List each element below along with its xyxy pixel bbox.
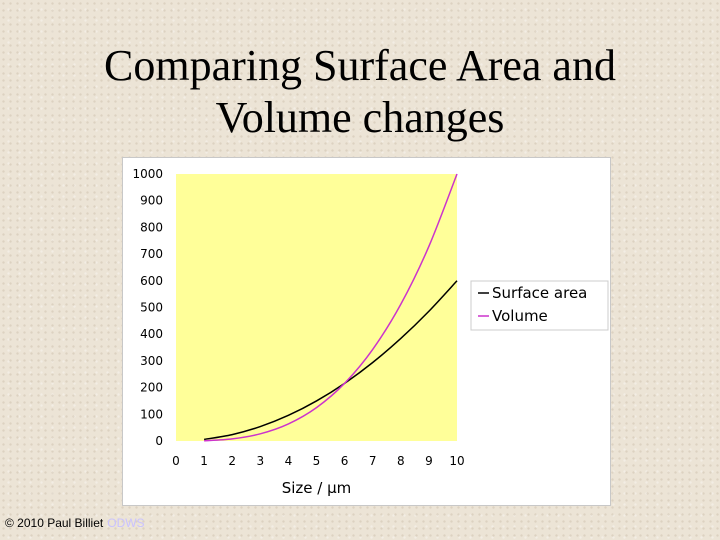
legend: Surface area Volume: [470, 280, 609, 331]
x-tick-label: 5: [313, 454, 321, 468]
series-line-volume: [204, 173, 458, 442]
x-tick-label: 7: [369, 454, 377, 468]
y-tick-label: 500: [140, 301, 163, 315]
x-tick-label: 10: [449, 454, 464, 468]
y-tick-label: 800: [140, 220, 163, 234]
y-tick-label: 200: [140, 381, 163, 395]
plot-area: [176, 174, 457, 441]
x-tick-label: 8: [397, 454, 405, 468]
line-chart: 0 100 200 300 400 500 600 700 800 900 1000 0 1 2 3 4 5 6…: [132, 167, 609, 497]
x-tick-label: 0: [172, 454, 180, 468]
copyright-text: © 2010 Paul Billiet: [5, 516, 104, 530]
slide-title-line-1: Comparing Surface Area and: [104, 41, 616, 90]
slide-title-line-2: Volume changes: [215, 93, 505, 142]
y-tick-label: 0: [155, 434, 163, 448]
series-lines: [203, 173, 458, 442]
y-tick-label: 900: [140, 194, 163, 208]
footer: © 2010 Paul Billiet ODWS: [5, 516, 145, 530]
y-tick-label: 700: [140, 247, 163, 261]
legend-label: Surface area: [492, 284, 587, 302]
x-tick-label: 4: [285, 454, 293, 468]
x-tick-label: 2: [228, 454, 236, 468]
y-tick-label: 1000: [132, 167, 163, 181]
y-axis-ticks: 0 100 200 300 400 500 600 700 800 900 1000: [132, 167, 163, 448]
chart-panel: 0 100 200 300 400 500 600 700 800 900 1000 0 1 2 3 4 5 6…: [122, 157, 611, 506]
y-tick-label: 400: [140, 327, 163, 341]
x-tick-label: 6: [341, 454, 349, 468]
y-tick-label: 600: [140, 274, 163, 288]
x-tick-label: 3: [256, 454, 264, 468]
source-link[interactable]: ODWS: [107, 516, 145, 530]
y-tick-label: 300: [140, 354, 163, 368]
x-axis-ticks: 0 1 2 3 4 5 6 7 8 9 10: [172, 454, 464, 468]
x-axis-label: Size / µm: [282, 479, 352, 497]
series-line-surface-area: [203, 280, 458, 441]
x-tick-label: 9: [425, 454, 433, 468]
slide-title: Comparing Surface Area and Volume change…: [0, 40, 720, 144]
legend-label: Volume: [492, 307, 548, 325]
y-tick-label: 100: [140, 407, 163, 421]
x-tick-label: 1: [200, 454, 208, 468]
legend-box: [470, 280, 609, 331]
